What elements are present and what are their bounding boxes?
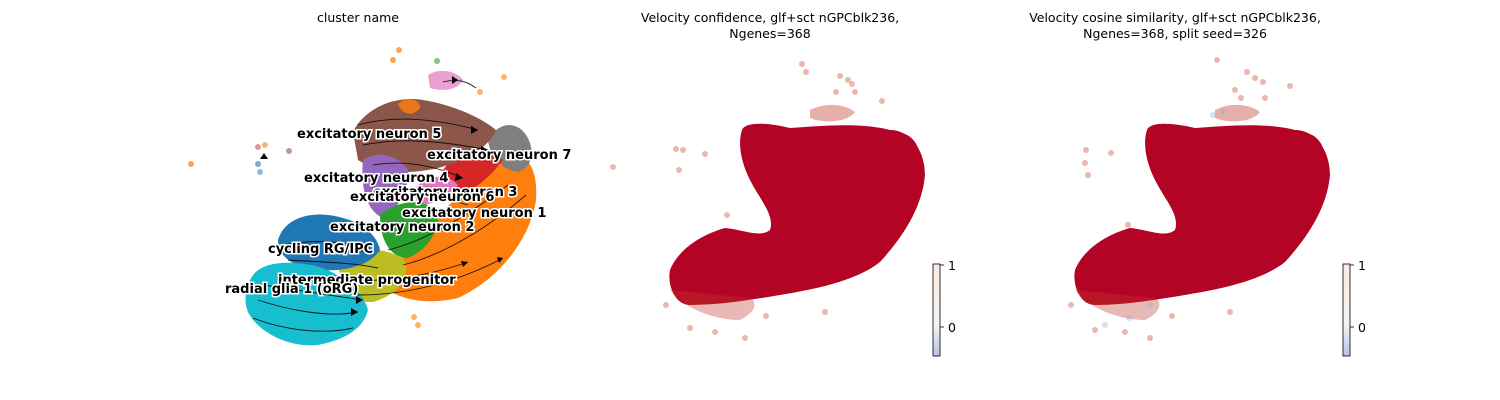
cluster-labels: excitatory neuron 5 excitatory neuron 7 … — [224, 126, 573, 299]
velocity-cosine-top-edge — [1215, 104, 1260, 122]
velocity-cosine-cloud-lobe — [1295, 133, 1326, 170]
velocity-confidence-edge — [670, 290, 755, 320]
label-excitatory-neuron-4: excitatory neuron 4 — [304, 171, 448, 186]
label-excitatory-neuron-6: excitatory neuron 6 — [350, 190, 494, 205]
velocity-confidence-cloud-lobe — [890, 133, 921, 170]
label-excitatory-neuron-7: excitatory neuron 7 — [427, 148, 571, 163]
region-excitatory-neuron-1 — [388, 157, 537, 302]
label-intermediate-progenitor: intermediate progenitor — [278, 273, 456, 288]
velocity-confidence-panel: Velocity confidence, glf+sct nGPCblk236,… — [560, 0, 980, 400]
label-cycling-rg-ipc: cycling RG/IPC — [268, 242, 373, 257]
velocity-confidence-cloud — [669, 123, 925, 306]
velocity-confidence-top-edge — [810, 104, 855, 122]
velocity-confidence-colorbar: 1 0 — [932, 258, 956, 357]
cluster-panel-title: cluster name — [317, 10, 399, 25]
label-excitatory-neuron-5: excitatory neuron 5 — [297, 127, 441, 142]
region-upper-orange — [398, 99, 420, 114]
label-radial-glia-1-org: radial glia 1 (oRG) — [225, 282, 358, 297]
velocity-confidence-outliers — [610, 61, 885, 341]
velocity-cosine-tick-0: 0 — [1358, 320, 1366, 335]
velocity-confidence-tick-1: 1 — [948, 258, 956, 273]
velocity-cosine-outliers — [1068, 57, 1293, 341]
cluster-plot: excitatory neuron 5 excitatory neuron 7 … — [188, 47, 573, 346]
region-excitatory-neuron-4 — [362, 154, 409, 218]
velocity-confidence-plot: 1 0 — [610, 61, 956, 357]
outlier-points — [188, 47, 507, 328]
region-cycling-rg-ipc — [278, 214, 380, 271]
region-top-cluster — [428, 70, 463, 90]
region-excitatory-neuron-3 — [443, 151, 503, 200]
velocity-confidence-title: Velocity confidence, glf+sct nGPCblk236,… — [640, 10, 900, 41]
cluster-panel: cluster name — [158, 0, 573, 400]
region-radial-glia-1-org — [245, 262, 368, 346]
velocity-cosine-tick-1: 1 — [1358, 258, 1366, 273]
label-excitatory-neuron-1: excitatory neuron 1 — [402, 206, 546, 221]
velocity-confidence-tick-0: 0 — [948, 320, 956, 335]
velocity-cosine-cloud — [1074, 123, 1330, 306]
label-excitatory-neuron-3: excitatory neuron 3 — [373, 185, 517, 200]
velocity-streamlines — [252, 79, 527, 332]
velocity-arrowheads — [260, 76, 503, 316]
cluster-regions — [245, 70, 537, 346]
velocity-cosine-title: Velocity cosine similarity, glf+sct nGPC… — [1029, 10, 1321, 41]
velocity-cosine-blue-points — [1102, 109, 1226, 328]
velocity-cosine-edge — [1075, 290, 1160, 320]
region-excitatory-neuron-5 — [353, 99, 496, 172]
velocity-cosine-colorbar: 1 0 — [1342, 258, 1366, 357]
velocity-cosine-plot: 1 0 — [1068, 57, 1366, 357]
label-excitatory-neuron-2: excitatory neuron 2 — [330, 220, 474, 235]
velocity-cosine-panel: Velocity cosine similarity, glf+sct nGPC… — [965, 0, 1385, 400]
region-excitatory-neuron-6 — [413, 176, 458, 205]
region-excitatory-neuron-2 — [380, 202, 439, 258]
